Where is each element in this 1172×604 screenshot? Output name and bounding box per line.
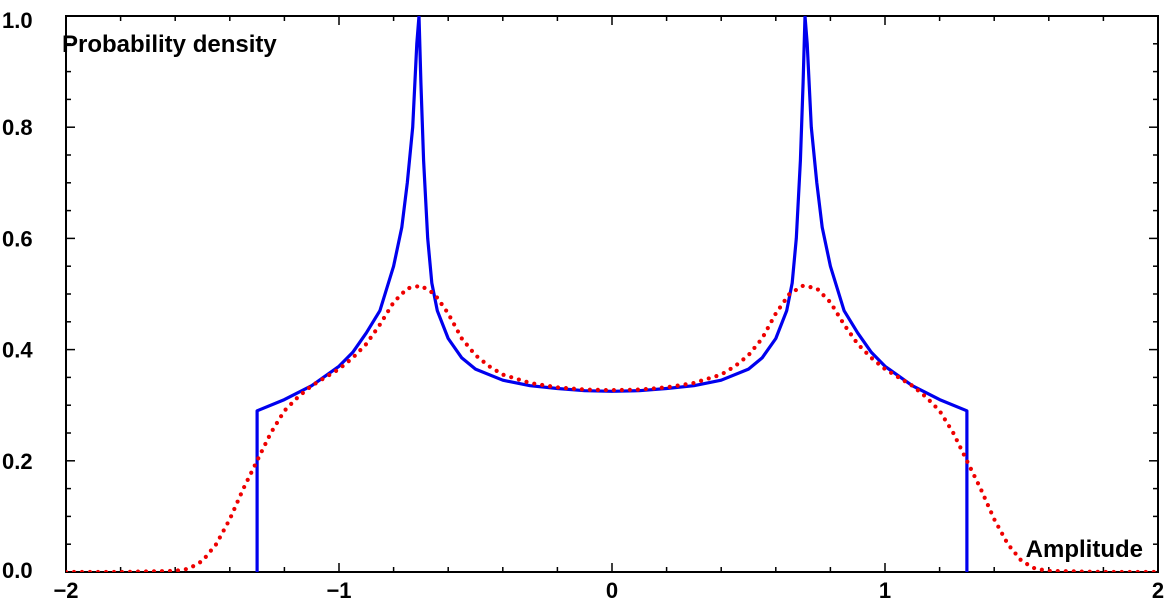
y-tick-label: 0.2 bbox=[2, 449, 33, 474]
series-solid-line bbox=[255, 16, 969, 572]
y-tick-label: 0.8 bbox=[2, 115, 33, 140]
x-axis-ticks: −2 −1 0 1 2 bbox=[53, 16, 1164, 603]
x-axis-title: Amplitude bbox=[1026, 536, 1143, 563]
x-tick-label: −1 bbox=[326, 578, 351, 603]
plot-frame bbox=[65, 15, 1159, 573]
series-dotted-line bbox=[66, 283, 1158, 572]
x-tick-label: 0 bbox=[606, 578, 618, 603]
y-tick-label: 0.0 bbox=[2, 558, 33, 583]
y-tick-label: 0.6 bbox=[2, 226, 33, 251]
series-layer bbox=[66, 16, 1158, 572]
x-tick-label: −2 bbox=[53, 578, 78, 603]
y-tick-label: 0.4 bbox=[2, 338, 33, 363]
y-axis-title: Probability density bbox=[62, 31, 277, 58]
x-tick-label: 2 bbox=[1152, 578, 1164, 603]
y-tick-label: 1.0 bbox=[2, 8, 33, 33]
y-axis-ticks: 0.0 0.2 0.4 0.6 0.8 1.0 bbox=[2, 8, 1158, 583]
x-tick-label: 1 bbox=[879, 578, 891, 603]
